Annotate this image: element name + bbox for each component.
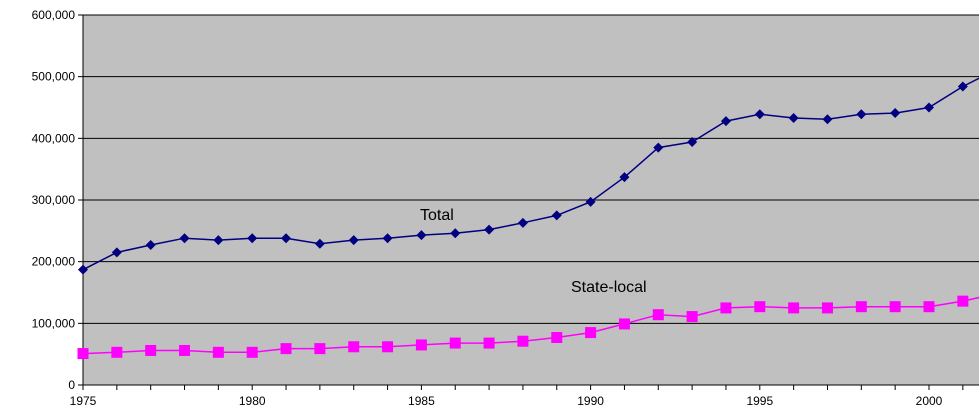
data-point-total — [348, 235, 359, 246]
data-point-total — [314, 238, 325, 249]
data-point-total — [551, 210, 562, 221]
data-point-state-local — [382, 341, 394, 353]
data-point-state-local — [923, 301, 935, 313]
y-tick-label: 100,000 — [32, 316, 76, 330]
data-point-total — [856, 109, 867, 120]
data-point-total — [111, 247, 122, 258]
series-line-total — [82, 77, 979, 271]
data-point-total — [78, 264, 88, 275]
data-point-state-local — [280, 343, 292, 355]
x-axis-ticks: 1975 1980 1985 1990 1995 2000 — [70, 385, 964, 408]
data-point-total — [450, 228, 461, 239]
data-point-total — [788, 112, 799, 123]
y-tick-label: 200,000 — [32, 255, 76, 269]
data-point-state-local — [449, 337, 461, 349]
x-tick-label: 1975 — [70, 394, 97, 408]
data-point-state-local — [686, 311, 698, 323]
data-point-total — [585, 196, 596, 207]
data-point-state-local — [788, 302, 800, 314]
data-point-total — [890, 108, 901, 119]
x-tick-label: 1985 — [408, 394, 435, 408]
data-point-state-local — [212, 346, 224, 358]
data-point-state-local — [415, 339, 427, 351]
data-point-state-local — [314, 343, 326, 355]
data-point-total — [484, 224, 495, 235]
y-axis-ticks: 0 100,000 200,000 300,000 400,000 500,000 600,… — [32, 8, 83, 392]
data-point-total — [619, 172, 630, 183]
series-label-state-local: State-local — [571, 279, 647, 296]
data-point-total — [281, 233, 292, 244]
data-point-state-local — [855, 301, 867, 313]
data-point-total — [754, 109, 765, 120]
series-line-state-local — [82, 296, 979, 355]
data-point-state-local — [618, 318, 630, 330]
data-point-total — [517, 217, 528, 228]
data-point-state-local — [754, 301, 766, 313]
y-tick-label: 400,000 — [32, 131, 76, 145]
data-point-state-local — [720, 302, 732, 314]
x-tick-label: 1995 — [746, 394, 773, 408]
x-tick-label: 1990 — [577, 394, 604, 408]
data-point-total — [687, 137, 698, 148]
data-point-state-local — [111, 346, 123, 358]
x-tick-label: 1980 — [239, 394, 266, 408]
data-point-state-local — [551, 332, 563, 344]
y-tick-label: 300,000 — [32, 193, 76, 207]
x-tick-label: 2000 — [916, 394, 943, 408]
data-point-state-local — [517, 335, 529, 347]
data-point-total — [213, 235, 224, 246]
data-point-total — [720, 116, 731, 127]
data-point-total — [247, 233, 258, 244]
data-point-state-local — [179, 344, 191, 356]
data-point-total — [653, 142, 664, 153]
y-tick-label: 500,000 — [32, 70, 76, 84]
data-point-state-local — [77, 348, 89, 360]
y-tick-label: 600,000 — [32, 8, 76, 22]
data-point-state-local — [957, 295, 969, 307]
data-point-state-local — [821, 302, 833, 314]
data-point-state-local — [348, 341, 360, 353]
data-point-state-local — [246, 346, 258, 358]
data-point-total — [145, 240, 156, 251]
y-tick-label: 0 — [68, 378, 75, 392]
data-point-total — [179, 233, 190, 244]
data-point-state-local — [483, 337, 495, 349]
data-point-state-local — [145, 344, 157, 356]
data-point-state-local — [585, 327, 597, 339]
data-point-state-local — [889, 301, 901, 313]
series-group — [77, 77, 979, 360]
data-point-total — [924, 102, 934, 113]
data-point-total — [416, 230, 427, 241]
grid-lines — [83, 14, 979, 324]
data-point-total — [382, 233, 393, 244]
data-point-state-local — [652, 309, 664, 321]
data-point-total — [822, 114, 833, 125]
data-point-total — [957, 81, 968, 92]
series-label-total: Total — [420, 207, 454, 224]
